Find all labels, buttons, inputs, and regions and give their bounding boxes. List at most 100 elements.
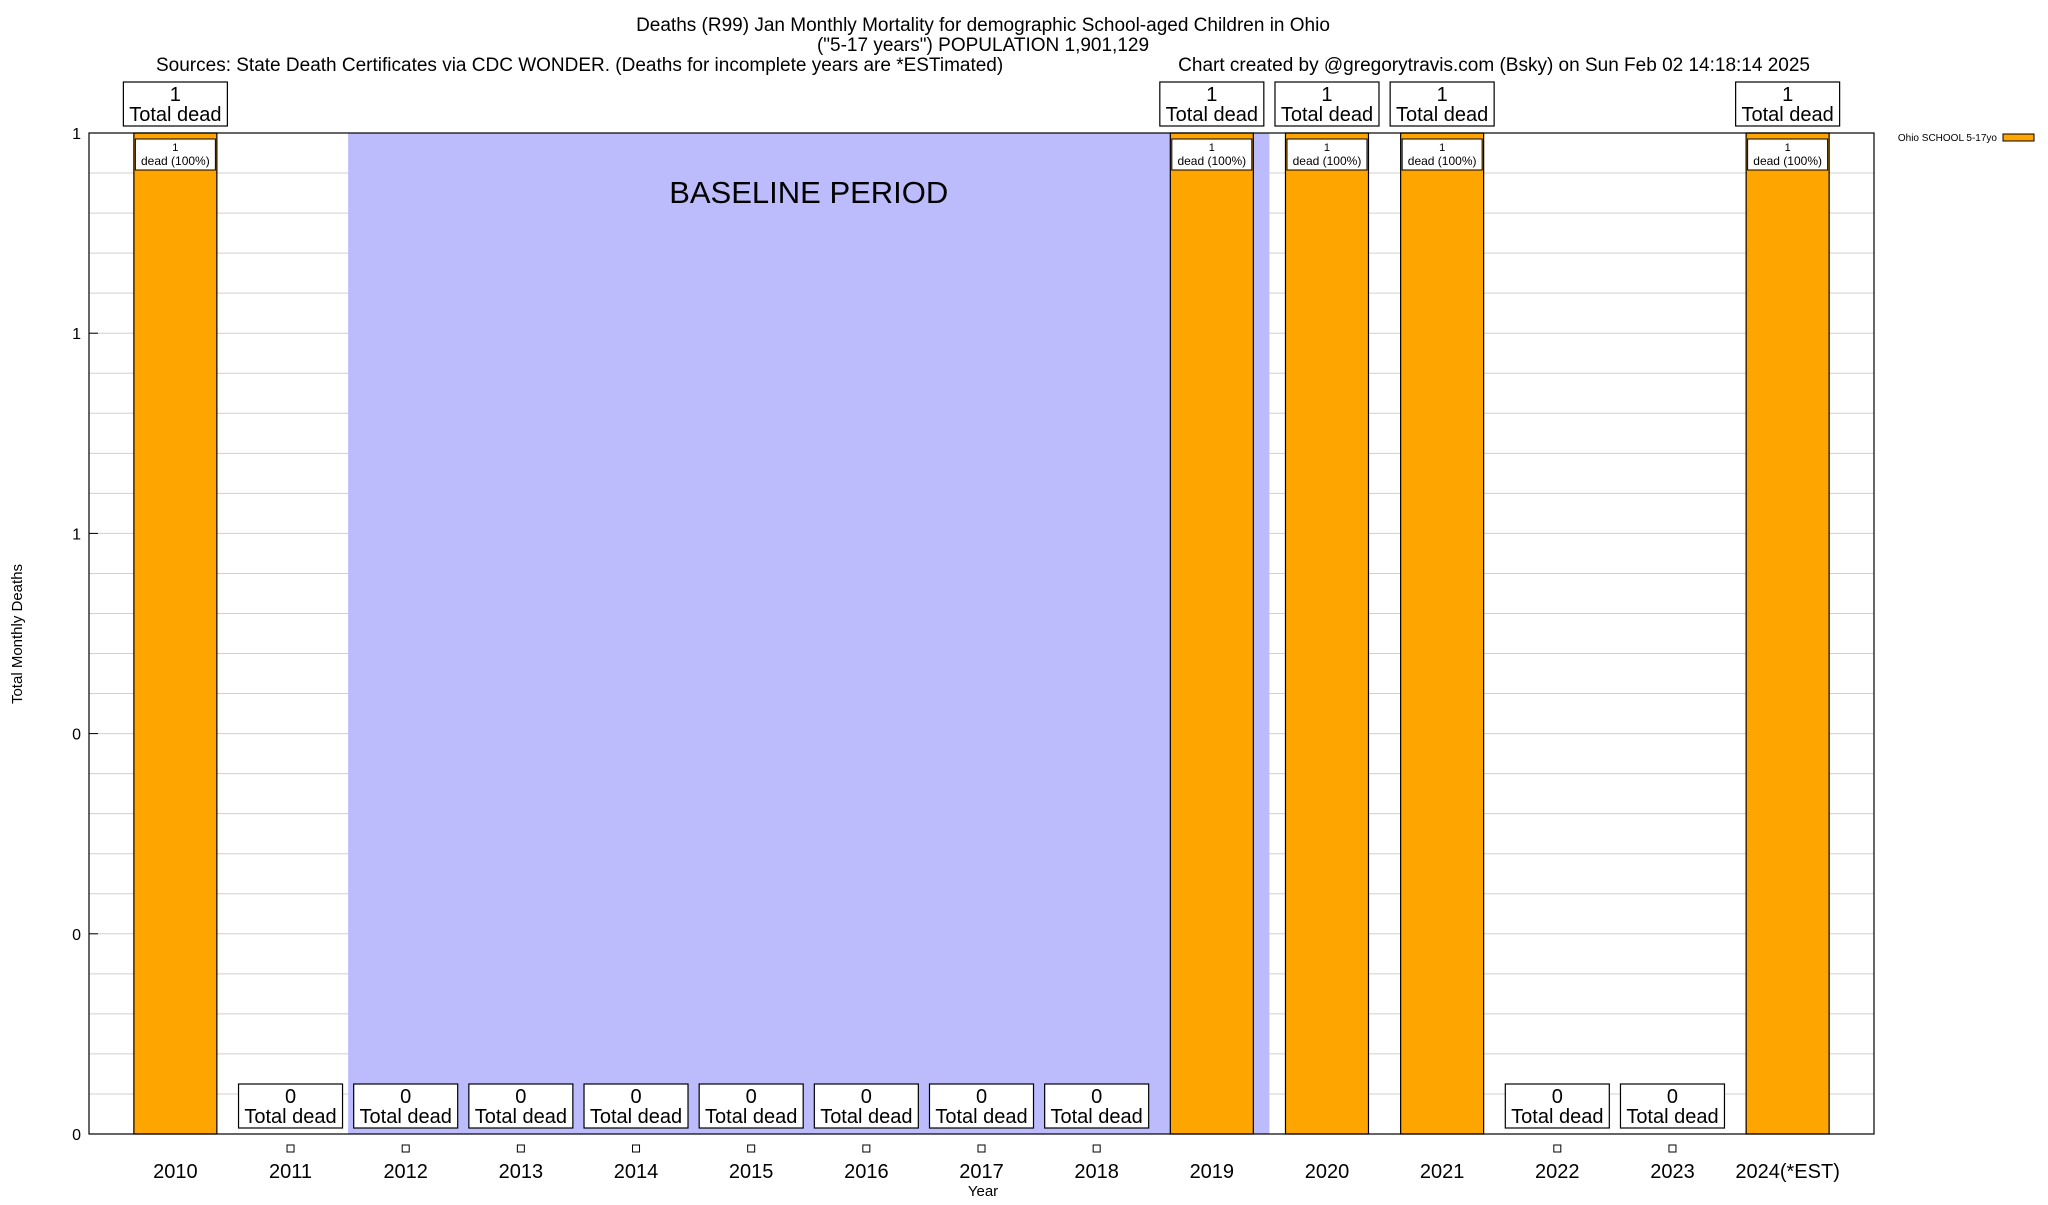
total-dead-box bbox=[813, 1083, 919, 1129]
total-dead-box bbox=[928, 1083, 1035, 1129]
total-dead-value: 0 bbox=[400, 1086, 411, 1108]
percent-value: 1 bbox=[1324, 142, 1330, 154]
total-dead-text: Total dead bbox=[935, 1106, 1027, 1128]
baseline-period-label: BASELINE PERIOD bbox=[669, 175, 948, 210]
percent-text: dead (100%) bbox=[1753, 154, 1822, 168]
x-tick-label-2019: 2019 bbox=[1190, 1161, 1235, 1183]
total-dead-value: 0 bbox=[630, 1086, 641, 1108]
x-tick-label-2021: 2021 bbox=[1420, 1161, 1465, 1183]
total-dead-text: Total dead bbox=[1281, 104, 1373, 126]
total-dead-text: Total dead bbox=[1166, 104, 1258, 126]
percent-box bbox=[1401, 138, 1483, 171]
total-dead-text: Total dead bbox=[1051, 1106, 1143, 1128]
total-dead-value: 1 bbox=[1206, 84, 1217, 106]
total-dead-box bbox=[583, 1083, 689, 1129]
x-tick-label-2023: 2023 bbox=[1650, 1161, 1695, 1183]
x-tick-label-2015: 2015 bbox=[729, 1161, 774, 1183]
bar-2021 bbox=[1400, 132, 1485, 1135]
zero-marker-2023 bbox=[1668, 1144, 1677, 1153]
bar-2019 bbox=[1169, 132, 1254, 1135]
sources-note: Sources: State Death Certificates via CD… bbox=[156, 55, 1003, 76]
y-tick-label: 0 bbox=[72, 927, 81, 944]
x-tick-label-2022: 2022 bbox=[1535, 1161, 1580, 1183]
total-dead-box bbox=[1044, 1083, 1150, 1129]
total-dead-box bbox=[468, 1083, 574, 1129]
chart-credit: Chart created by @gregorytravis.com (Bsk… bbox=[1178, 55, 1810, 76]
total-dead-box bbox=[1389, 81, 1495, 127]
percent-box bbox=[134, 138, 216, 171]
zero-marker-2013 bbox=[516, 1144, 525, 1153]
zero-marker-2018 bbox=[1092, 1144, 1101, 1153]
bar-2020 bbox=[1284, 132, 1370, 1135]
total-dead-text: Total dead bbox=[820, 1106, 912, 1128]
percent-text: dead (100%) bbox=[1293, 154, 1362, 168]
legend: Ohio SCHOOL 5-17yo bbox=[1898, 133, 2035, 144]
percent-value: 1 bbox=[1209, 142, 1215, 154]
x-tick-label-2024(*EST): 2024(*EST) bbox=[1735, 1161, 1840, 1183]
zero-marker-2016 bbox=[862, 1144, 871, 1153]
total-dead-value: 0 bbox=[1667, 1086, 1678, 1108]
percent-text: dead (100%) bbox=[1177, 154, 1246, 168]
total-dead-text: Total dead bbox=[1396, 104, 1488, 126]
zero-marker-2012 bbox=[401, 1144, 410, 1153]
total-dead-text: Total dead bbox=[360, 1106, 452, 1128]
chart-title-line-1: Deaths (R99) Jan Monthly Mortality for d… bbox=[636, 15, 1330, 36]
total-dead-value: 0 bbox=[976, 1086, 987, 1108]
total-dead-value: 1 bbox=[1782, 84, 1793, 106]
total-dead-value: 0 bbox=[746, 1086, 757, 1108]
percent-box bbox=[1286, 138, 1368, 171]
total-dead-text: Total dead bbox=[475, 1106, 567, 1128]
total-dead-value: 0 bbox=[1552, 1086, 1563, 1108]
x-tick-label-2013: 2013 bbox=[499, 1161, 544, 1183]
total-dead-box bbox=[1619, 1083, 1726, 1129]
zero-marker-2014 bbox=[632, 1144, 641, 1153]
total-dead-value: 1 bbox=[1437, 84, 1448, 106]
total-dead-box bbox=[698, 1083, 804, 1129]
zero-marker-2015 bbox=[747, 1144, 756, 1153]
total-dead-box bbox=[1735, 81, 1841, 127]
total-dead-value: 0 bbox=[1091, 1086, 1102, 1108]
x-tick-label-2017: 2017 bbox=[959, 1161, 1004, 1183]
x-tick-label-2020: 2020 bbox=[1305, 1161, 1350, 1183]
y-tick-label: 0 bbox=[72, 1127, 81, 1144]
percent-value: 1 bbox=[1439, 142, 1445, 154]
total-dead-text: Total dead bbox=[244, 1106, 336, 1128]
percent-box bbox=[1747, 138, 1829, 171]
x-tick-label-2012: 2012 bbox=[383, 1161, 428, 1183]
total-dead-value: 0 bbox=[861, 1086, 872, 1108]
plot-frame bbox=[88, 132, 1875, 1135]
chart-title-line-2: ("5-17 years") POPULATION 1,901,129 bbox=[817, 35, 1149, 56]
y-tick-label: 1 bbox=[72, 326, 81, 343]
x-tick-label-2018: 2018 bbox=[1074, 1161, 1119, 1183]
total-dead-value: 1 bbox=[170, 84, 181, 106]
zero-marker-2017 bbox=[977, 1144, 986, 1153]
y-axis-label: Total Monthly Deaths bbox=[9, 564, 26, 704]
y-tick-label: 1 bbox=[72, 126, 81, 143]
y-tick-label: 1 bbox=[72, 526, 81, 543]
total-dead-text: Total dead bbox=[590, 1106, 682, 1128]
total-dead-value: 1 bbox=[1321, 84, 1332, 106]
percent-value: 1 bbox=[1785, 142, 1791, 154]
total-dead-text: Total dead bbox=[1741, 104, 1833, 126]
bar-2024(*EST) bbox=[1745, 132, 1830, 1135]
total-dead-text: Total dead bbox=[1511, 1106, 1603, 1128]
percent-box bbox=[1171, 138, 1253, 171]
total-dead-box bbox=[1504, 1083, 1610, 1129]
total-dead-box bbox=[122, 81, 228, 127]
legend-label: Ohio SCHOOL 5-17yo bbox=[1898, 133, 1998, 144]
